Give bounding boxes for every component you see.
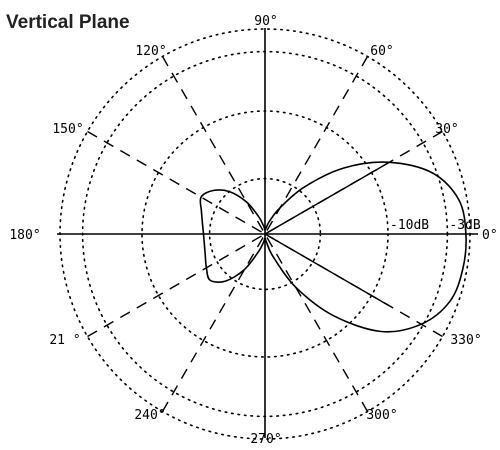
angle-tick-labels: 0° 30° 60° 90° 120° 150° 180° 21 ° 240° 270° 300° 3… <box>9 14 497 447</box>
main-axes <box>57 28 478 438</box>
spoke-210 <box>87 235 262 338</box>
angle-label-120: 120° <box>135 44 166 59</box>
angle-label-330: 330° <box>450 333 481 348</box>
chart-title: Vertical Plane <box>6 12 130 33</box>
spoke-120 <box>161 56 264 231</box>
angle-label-270: 270° <box>250 432 281 447</box>
angle-label-180: 180° <box>9 228 40 243</box>
angle-label-150: 150° <box>52 122 83 137</box>
ring-labels: -10dB -3dB <box>390 218 481 233</box>
radiation-pattern-series <box>199 161 467 333</box>
ring-label-1: -10dB <box>390 218 429 233</box>
annotation-line-0 <box>264 161 390 235</box>
spoke-240 <box>161 237 264 412</box>
angle-label-90: 90° <box>254 14 277 29</box>
spoke-150 <box>87 130 262 233</box>
angle-label-60: 60° <box>370 44 393 59</box>
annotation-line-1 <box>264 233 390 307</box>
spoke-60 <box>266 56 369 231</box>
angle-label-0: 0° <box>482 228 498 243</box>
annotation-lines <box>264 161 390 307</box>
spoke-300 <box>266 237 369 412</box>
angle-label-30: 30° <box>435 122 458 137</box>
angle-label-240: 240° <box>134 408 165 423</box>
angle-label-300: 300° <box>366 408 397 423</box>
ring-label-2: -3dB <box>449 218 480 233</box>
angle-label-210: 21 ° <box>49 333 80 348</box>
